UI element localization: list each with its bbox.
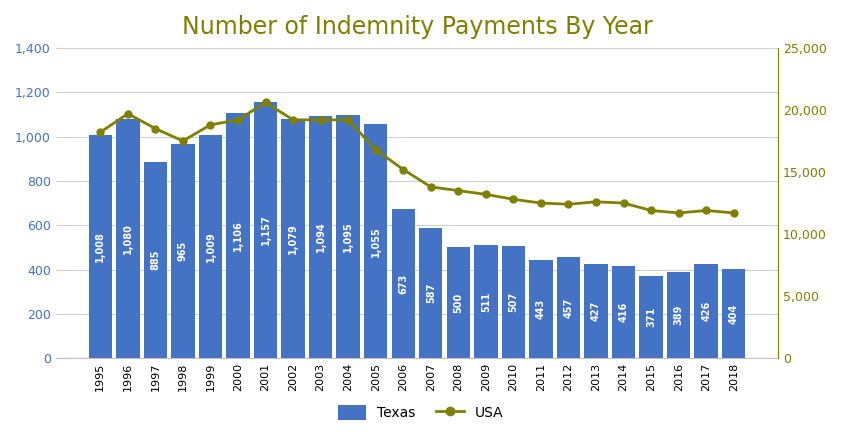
Text: 1,079: 1,079 xyxy=(288,223,298,254)
Bar xyxy=(530,260,552,358)
USA xyxy=(95,130,105,135)
USA xyxy=(728,210,738,215)
Title: Number of Indemnity Payments By Year: Number of Indemnity Payments By Year xyxy=(182,15,653,39)
Bar xyxy=(557,257,580,358)
Text: 389: 389 xyxy=(674,305,684,325)
Text: 443: 443 xyxy=(536,299,546,319)
Text: 1,080: 1,080 xyxy=(123,223,133,254)
USA xyxy=(619,201,629,206)
Text: 1,157: 1,157 xyxy=(260,215,270,245)
USA xyxy=(701,208,711,213)
Bar xyxy=(281,119,305,358)
Bar xyxy=(337,115,360,358)
Text: 416: 416 xyxy=(619,302,629,322)
Bar xyxy=(419,228,443,358)
USA xyxy=(646,208,656,213)
Text: 587: 587 xyxy=(426,283,436,303)
USA xyxy=(205,122,216,128)
Text: 427: 427 xyxy=(591,301,601,321)
Text: 1,095: 1,095 xyxy=(344,222,353,252)
Text: 673: 673 xyxy=(398,274,408,294)
Text: 511: 511 xyxy=(481,291,491,312)
USA xyxy=(591,199,601,205)
USA xyxy=(453,188,463,193)
Line: USA: USA xyxy=(97,99,738,216)
Bar xyxy=(392,209,415,358)
Text: 1,009: 1,009 xyxy=(205,231,216,262)
USA xyxy=(509,197,519,202)
Bar xyxy=(639,276,663,358)
USA xyxy=(563,201,573,207)
Bar xyxy=(364,125,387,358)
USA xyxy=(233,117,243,122)
USA xyxy=(426,184,436,190)
Bar xyxy=(226,113,250,358)
USA xyxy=(178,139,188,144)
Legend: Texas, USA: Texas, USA xyxy=(333,400,509,426)
USA xyxy=(536,201,546,206)
Text: 371: 371 xyxy=(646,307,656,327)
Text: 426: 426 xyxy=(701,301,711,321)
Text: 457: 457 xyxy=(563,298,573,318)
USA xyxy=(151,126,161,131)
Bar xyxy=(199,135,222,358)
Bar xyxy=(695,264,718,358)
Bar xyxy=(171,144,195,358)
Text: 1,106: 1,106 xyxy=(233,220,243,251)
Bar xyxy=(612,266,635,358)
Text: 1,055: 1,055 xyxy=(370,226,381,257)
Bar xyxy=(584,264,608,358)
Bar xyxy=(309,116,333,358)
Text: 1,008: 1,008 xyxy=(95,231,105,262)
Text: 1,094: 1,094 xyxy=(316,222,326,252)
USA xyxy=(343,117,353,122)
Bar xyxy=(116,119,140,358)
USA xyxy=(123,111,133,116)
Text: 404: 404 xyxy=(728,303,738,323)
USA xyxy=(288,117,298,122)
Text: 965: 965 xyxy=(178,241,188,261)
Bar xyxy=(722,269,745,358)
Bar xyxy=(667,272,690,358)
Text: 885: 885 xyxy=(151,250,160,271)
USA xyxy=(260,100,270,105)
Bar xyxy=(502,246,525,358)
Text: 507: 507 xyxy=(509,292,519,312)
USA xyxy=(674,210,684,215)
Bar xyxy=(144,162,167,358)
USA xyxy=(370,147,381,152)
Text: 500: 500 xyxy=(453,293,463,313)
Bar xyxy=(446,247,470,358)
Bar xyxy=(474,245,498,358)
USA xyxy=(316,117,326,122)
USA xyxy=(481,192,491,197)
Bar xyxy=(88,135,112,358)
Bar xyxy=(253,102,277,358)
USA xyxy=(398,167,408,172)
